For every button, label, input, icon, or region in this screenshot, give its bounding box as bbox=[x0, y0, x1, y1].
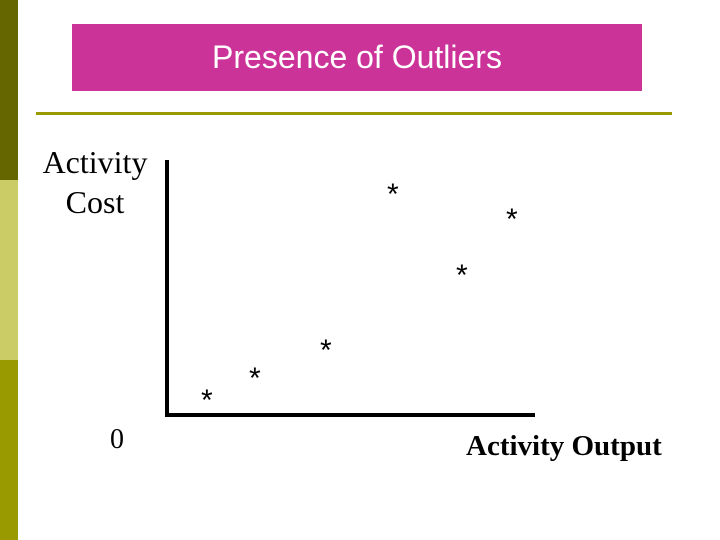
data-point: * bbox=[387, 178, 399, 211]
x-axis-line bbox=[165, 413, 535, 417]
data-point: * bbox=[506, 203, 518, 236]
y-axis-label: Activity Cost bbox=[42, 144, 148, 220]
data-point: * bbox=[456, 259, 468, 292]
data-point: * bbox=[201, 384, 213, 417]
title-divider bbox=[36, 112, 672, 115]
sidebar-segment-light bbox=[0, 180, 18, 360]
sidebar-accent bbox=[0, 0, 18, 540]
slide-title: Presence of Outliers bbox=[212, 39, 502, 75]
data-point: * bbox=[320, 334, 332, 367]
sidebar-segment-dark bbox=[0, 0, 18, 180]
y-axis-line bbox=[165, 160, 169, 417]
origin-label: 0 bbox=[110, 424, 124, 455]
x-axis-label: Activity Output bbox=[466, 430, 662, 462]
title-banner: Presence of Outliers bbox=[72, 24, 642, 91]
data-point: * bbox=[249, 362, 261, 395]
sidebar-segment-mid bbox=[0, 360, 18, 540]
